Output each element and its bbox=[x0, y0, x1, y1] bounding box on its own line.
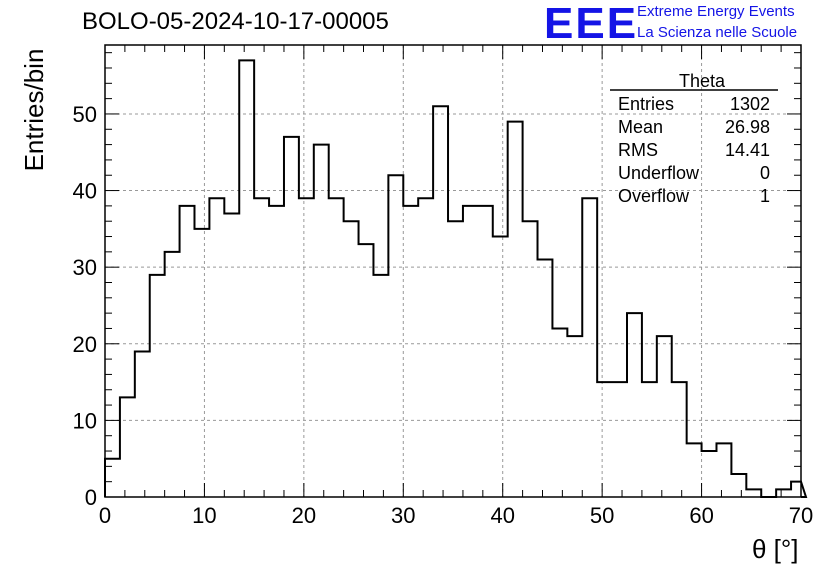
axis-ticks bbox=[104, 45, 802, 498]
logo-tagline-2: La Scienza nelle Scuole bbox=[637, 24, 798, 41]
stats-label: Underflow bbox=[618, 163, 700, 183]
logo-tagline-1: Extreme Energy Events bbox=[637, 3, 795, 20]
histogram-title: BOLO-05-2024-10-17-00005 bbox=[82, 8, 389, 35]
stats-label: Overflow bbox=[618, 186, 690, 206]
stats-box-title: Theta bbox=[679, 71, 726, 91]
x-tick-label: 70 bbox=[789, 503, 813, 528]
stats-label: Mean bbox=[618, 117, 663, 137]
x-tick-label: 60 bbox=[689, 503, 713, 528]
y-tick-label: 30 bbox=[73, 255, 97, 280]
y-tick-label: 10 bbox=[73, 408, 97, 433]
x-tick-label: 20 bbox=[292, 503, 316, 528]
x-tick-label: 30 bbox=[391, 503, 415, 528]
stats-value: 14.41 bbox=[725, 140, 770, 160]
stats-value: 0 bbox=[760, 163, 770, 183]
y-tick-label: 40 bbox=[73, 179, 97, 204]
x-tick-label: 10 bbox=[192, 503, 216, 528]
plot-frame bbox=[104, 44, 802, 498]
eee-logo: EEE bbox=[544, 0, 639, 48]
x-tick-label: 40 bbox=[490, 503, 514, 528]
y-tick-label: 0 bbox=[85, 485, 97, 510]
stats-value: 26.98 bbox=[725, 117, 770, 137]
grid-lines bbox=[105, 45, 801, 497]
stats-label: Entries bbox=[618, 94, 674, 114]
stats-value: 1 bbox=[760, 186, 770, 206]
stats-label: RMS bbox=[618, 140, 658, 160]
y-tick-label: 20 bbox=[73, 332, 97, 357]
x-tick-label: 0 bbox=[99, 503, 111, 528]
y-tick-label: 50 bbox=[73, 102, 97, 127]
x-tick-label: 50 bbox=[590, 503, 614, 528]
histogram-outline bbox=[104, 59, 808, 498]
stats-value: 1302 bbox=[730, 94, 770, 114]
x-axis-label: θ [°] bbox=[752, 534, 799, 564]
